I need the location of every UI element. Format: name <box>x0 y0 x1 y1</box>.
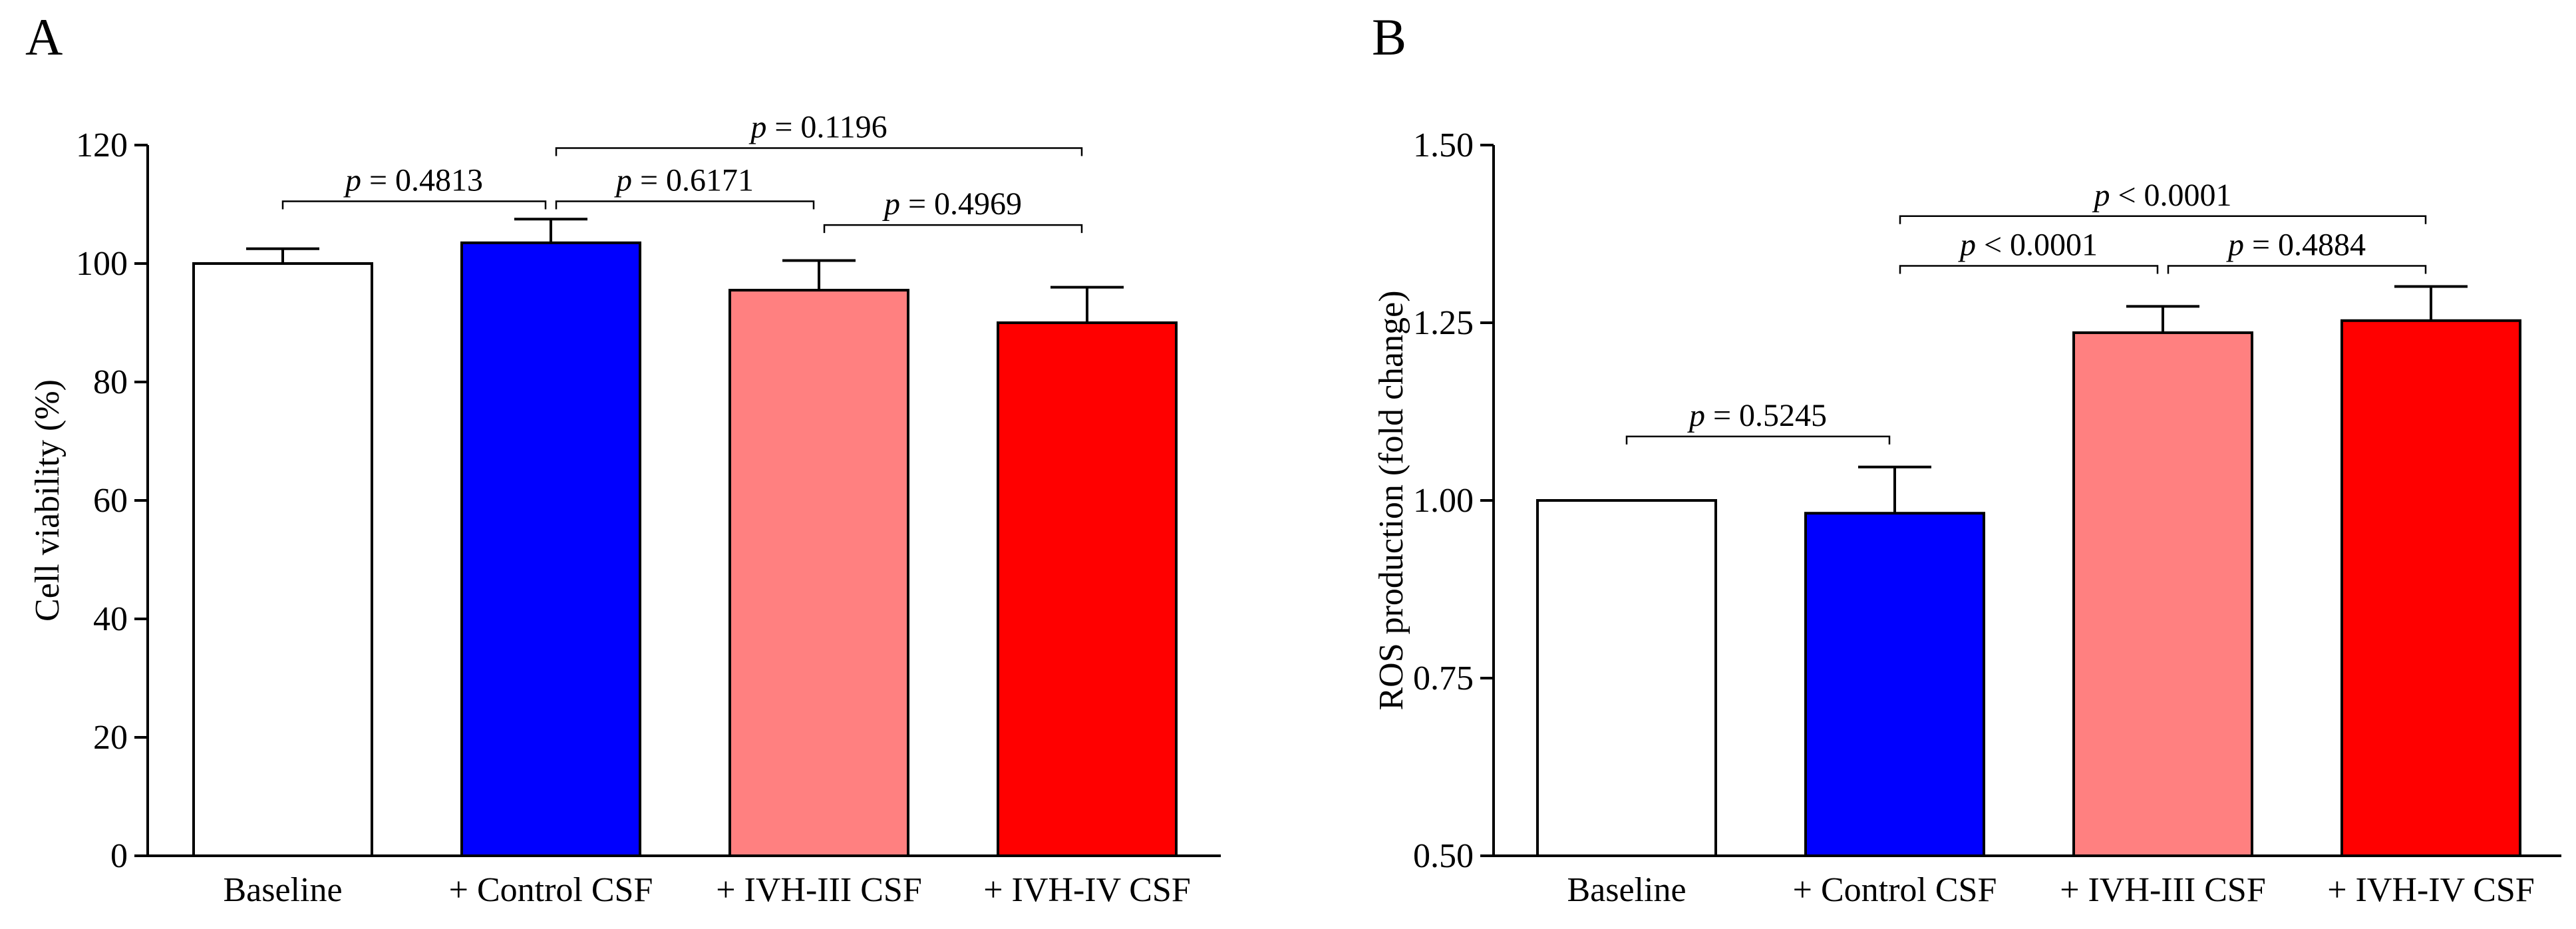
bar-1 <box>460 241 641 858</box>
bar-3 <box>997 321 1178 857</box>
y-tick-label: 60 <box>93 482 128 520</box>
y-axis-label: Cell viability (%) <box>29 379 67 622</box>
bar-1 <box>1804 512 1985 857</box>
p-value-text: < 0.0001 <box>2110 178 2231 213</box>
y-tick-label: 80 <box>93 363 128 401</box>
category-label-2: + IVH-III CSF <box>2060 871 2266 909</box>
panel-b: B 0.50 0.75 1.00 1.25 1.50 ROS production (fol… <box>1372 8 2561 909</box>
p-value-text: = 0.5245 <box>1705 398 1827 433</box>
y-tick-label: 0.75 <box>1413 659 1474 697</box>
p-symbol: p <box>1958 228 1976 263</box>
p-value-label-0: p = 0.5245 <box>1687 398 1827 433</box>
category-label-2: + IVH-III CSF <box>716 871 922 909</box>
comparison-bracket-0 <box>281 200 547 210</box>
category-label-0: Baseline <box>1567 871 1686 909</box>
y-tick-label: 1.25 <box>1413 304 1474 342</box>
category-label-1: + Control CSF <box>1793 871 1997 909</box>
y-tick-label: 20 <box>93 719 128 757</box>
p-symbol: p <box>343 163 361 198</box>
p-symbol: p <box>748 109 766 144</box>
p-symbol: p <box>2226 228 2244 263</box>
p-value-text: = 0.4969 <box>900 186 1022 222</box>
y-tick-label: 40 <box>93 600 128 638</box>
comparison-bracket-3 <box>823 224 1083 234</box>
p-value-text: < 0.0001 <box>1976 228 2098 263</box>
y-tick-label: 0 <box>110 837 128 875</box>
p-value-label-2: p < 0.0001 <box>2092 178 2231 213</box>
comparison-bracket-1 <box>1899 265 2159 274</box>
y-tick-label: 120 <box>76 126 128 164</box>
p-value-text: = 0.6171 <box>632 163 754 198</box>
p-symbol: p <box>614 163 632 198</box>
y-tick-label: 0.50 <box>1413 837 1474 875</box>
bar-0 <box>1536 499 1717 857</box>
p-value-text: = 0.4813 <box>361 163 483 198</box>
panel-letter: A <box>25 8 63 66</box>
category-label-3: + IVH-IV CSF <box>2327 871 2535 909</box>
y-tick-label: 100 <box>76 245 128 283</box>
category-label-1: + Control CSF <box>449 871 653 909</box>
p-value-label-3: p = 0.4969 <box>882 186 1022 222</box>
bar-2 <box>2072 331 2253 857</box>
bar-3 <box>2340 319 2521 857</box>
p-value-text: = 0.4884 <box>2244 228 2366 263</box>
p-value-label-1: p < 0.0001 <box>1958 228 2098 263</box>
p-value-text: = 0.1196 <box>766 109 887 144</box>
bar-2 <box>728 289 909 857</box>
p-symbol: p <box>2092 178 2110 213</box>
p-symbol: p <box>1687 398 1705 433</box>
comparison-bracket-1 <box>555 200 815 210</box>
category-label-0: Baseline <box>223 871 342 909</box>
p-symbol: p <box>882 186 900 222</box>
comparison-bracket-2 <box>1899 215 2427 224</box>
y-tick-label: 1.50 <box>1413 126 1474 164</box>
comparison-bracket-3 <box>2167 265 2427 274</box>
p-value-label-0: p = 0.4813 <box>343 163 483 198</box>
category-label-3: + IVH-IV CSF <box>983 871 1191 909</box>
p-value-label-3: p = 0.4884 <box>2226 228 2366 263</box>
p-value-label-2: p = 0.1196 <box>748 109 887 144</box>
p-value-label-1: p = 0.6171 <box>614 163 754 198</box>
y-tick-label: 1.00 <box>1413 482 1474 520</box>
panel-a: A 0 20 40 60 80 100 120 Cell viability (%) Baseli… <box>25 8 1221 909</box>
bar-0 <box>192 262 373 857</box>
comparison-bracket-0 <box>1625 435 1891 445</box>
panel-letter: B <box>1372 8 1406 66</box>
comparison-bracket-2 <box>555 147 1083 156</box>
y-axis-label: ROS production (fold change) <box>1372 290 1410 710</box>
